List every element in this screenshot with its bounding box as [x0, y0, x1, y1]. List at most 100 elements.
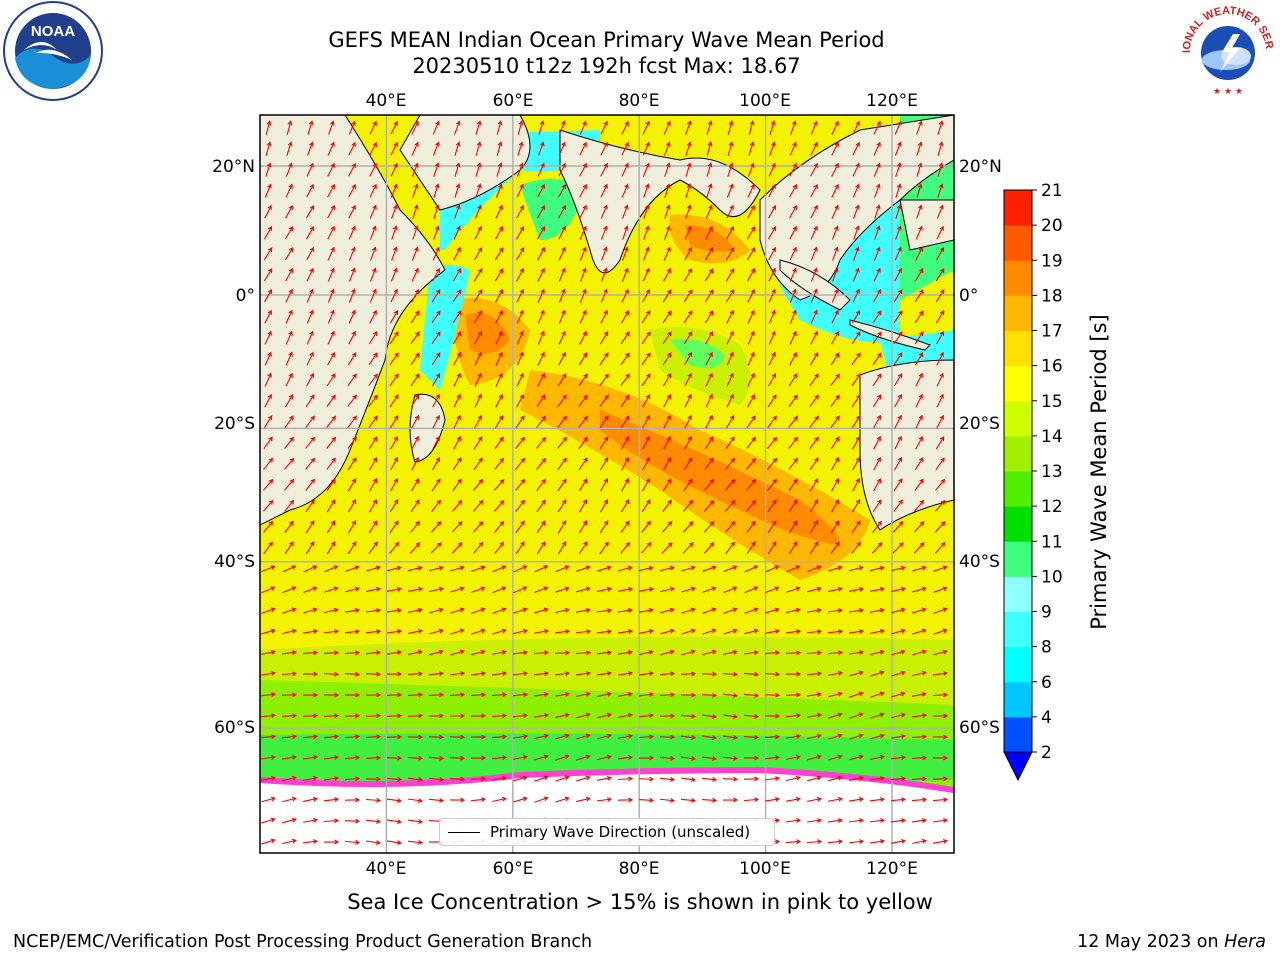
wave-arrow [769, 120, 776, 135]
wave-arrow [873, 288, 881, 303]
wave-arrow [725, 436, 735, 450]
wave-arrow [347, 436, 357, 449]
wave-arrow [390, 288, 398, 303]
wave-arrow [515, 436, 526, 449]
wave-arrow [660, 628, 675, 635]
wave-arrow [722, 693, 739, 698]
wave-arrow [365, 734, 382, 740]
wave-arrow [386, 692, 403, 698]
wave-arrow [555, 775, 570, 782]
wave-arrow [348, 141, 356, 156]
wave-arrow [788, 457, 798, 470]
wave-arrow [705, 330, 713, 345]
wave-arrow [789, 267, 797, 282]
wave-arrow [831, 120, 839, 135]
wave-arrow [428, 777, 445, 782]
wave-arrow [576, 691, 591, 697]
wave-arrow [806, 671, 823, 677]
wave-arrow [347, 478, 357, 492]
wave-arrow [659, 692, 676, 698]
wave-arrow [368, 520, 378, 534]
wave-arrow [432, 267, 440, 282]
wave-arrow [327, 204, 335, 219]
wave-arrow [680, 713, 697, 719]
wave-arrow [368, 541, 378, 554]
wave-arrow [873, 267, 881, 282]
wave-arrow [432, 456, 441, 471]
wave-arrow [370, 267, 377, 282]
wave-arrow [327, 183, 335, 198]
wave-arrow [788, 520, 798, 534]
wave-arrow [704, 289, 714, 303]
wave-arrow [390, 267, 398, 282]
wave-arrow [428, 713, 445, 719]
wave-arrow [326, 394, 336, 407]
wave-arrow [429, 628, 444, 635]
wave-arrow [431, 289, 441, 303]
wave-arrow [600, 162, 608, 177]
wave-arrow [326, 457, 336, 470]
wave-arrow [872, 310, 882, 324]
wave-arrow [369, 288, 377, 303]
wave-arrow [933, 565, 948, 572]
wave-arrow [660, 607, 675, 614]
wave-arrow [470, 713, 487, 719]
wave-arrow [431, 499, 441, 512]
wave-arrow [663, 246, 671, 261]
wave-arrow [684, 351, 693, 366]
wave-arrow [261, 649, 276, 655]
wave-arrow [936, 246, 945, 261]
wave-arrow [789, 162, 797, 177]
wave-arrow [284, 499, 295, 512]
wave-arrow [705, 351, 713, 366]
wave-arrow [344, 734, 361, 740]
wave-arrow [307, 141, 314, 156]
wave-arrow [327, 141, 335, 156]
wave-arrow [473, 436, 483, 450]
wave-arrow [303, 607, 318, 614]
wave-arrow [492, 586, 507, 594]
wave-arrow [306, 204, 315, 219]
wave-arrow [726, 204, 734, 219]
wave-arrow [428, 692, 445, 698]
wave-arrow [893, 310, 903, 324]
wave-arrow [348, 204, 356, 219]
wave-arrow [660, 586, 675, 593]
wave-arrow [261, 607, 276, 614]
wave-arrow [512, 713, 529, 718]
wave-arrow [344, 818, 361, 824]
wave-arrow [326, 499, 336, 513]
wave-arrow [789, 330, 797, 345]
wave-arrow [828, 670, 843, 676]
wave-arrow [281, 671, 298, 677]
wave-arrow [286, 141, 293, 156]
wave-arrow [284, 415, 294, 429]
wave-arrow [366, 565, 381, 572]
wave-arrow [516, 393, 525, 408]
wave-arrow [578, 436, 588, 449]
wave-arrow [789, 288, 797, 303]
wave-arrow [303, 775, 318, 781]
wave-arrow [664, 204, 671, 219]
wave-arrow [513, 628, 528, 635]
wave-arrow [365, 755, 382, 761]
wave-arrow [765, 628, 781, 634]
wave-arrow [578, 394, 588, 407]
wave-arrow [471, 649, 486, 656]
wave-arrow [578, 478, 588, 492]
wave-arrow [264, 309, 272, 324]
wave-arrow [809, 498, 819, 513]
wave-arrow [284, 226, 294, 240]
wave-arrow [638, 734, 655, 740]
southeast-asia-land [759, 115, 954, 301]
wave-arrow [555, 607, 570, 614]
wave-arrow [428, 734, 445, 740]
wave-arrow [764, 671, 781, 677]
wave-arrow [452, 478, 462, 491]
wave-arrow [789, 204, 797, 219]
wave-arrow [536, 541, 546, 555]
wave-arrow [348, 246, 356, 261]
wave-arrow [263, 541, 273, 554]
wave-arrow [473, 246, 483, 261]
wave-arrow [327, 309, 335, 324]
